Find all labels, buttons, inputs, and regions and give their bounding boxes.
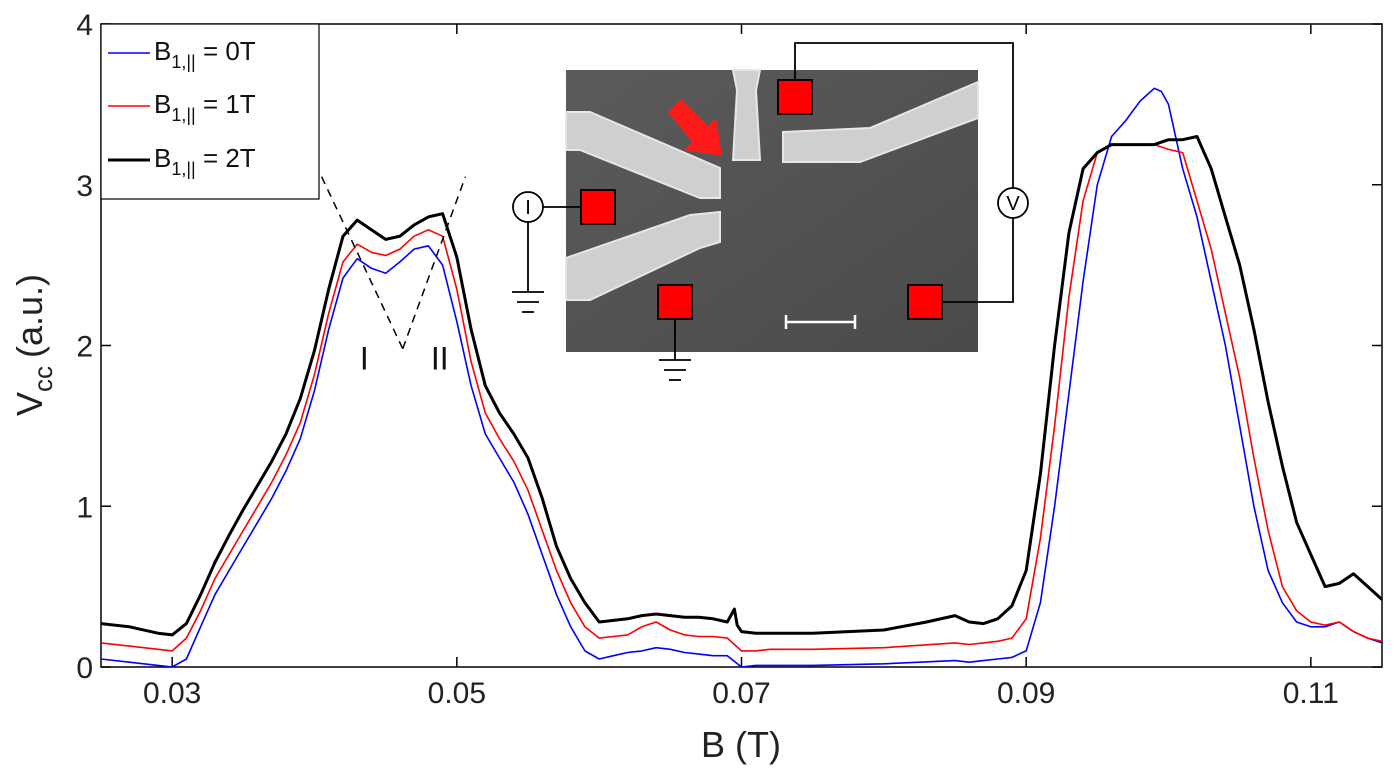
svg-text:B1,|| = 2T: B1,|| = 2T xyxy=(154,143,256,179)
sem-lead-upper-left xyxy=(565,111,721,199)
legend-label-rest-0: = 0T xyxy=(196,36,256,66)
svg-text:B1,|| = 1T: B1,|| = 1T xyxy=(154,89,256,125)
inset-sem-image: I V xyxy=(512,42,1029,381)
contact-pad-left xyxy=(580,189,616,225)
sem-lead-right xyxy=(782,80,979,163)
legend-label-main-1: B xyxy=(154,89,171,119)
x-tick-label: 0.03 xyxy=(143,677,201,710)
current-source-icon: I xyxy=(512,191,544,223)
peak-label-II: II xyxy=(431,341,449,377)
y-tick-label: 0 xyxy=(76,652,93,685)
series-line-0 xyxy=(101,87,1382,667)
y-axis-label-unit: (a.u.) xyxy=(9,274,50,358)
wire-voltage-bottom xyxy=(941,218,1014,303)
wire-voltage-top xyxy=(794,42,1014,188)
red-arrow-icon xyxy=(668,99,722,156)
dashed-v-annotation xyxy=(320,176,467,350)
y-axis-label-main: V xyxy=(9,392,50,416)
dashed-line-left xyxy=(320,176,404,350)
legend-label-rest-1: = 1T xyxy=(196,89,256,119)
svg-text:Vcc(a.u.): Vcc (a.u.) xyxy=(9,274,58,416)
x-tick-label: 0.07 xyxy=(712,677,770,710)
legend-label-rest-2: = 2T xyxy=(196,143,256,173)
legend: B1,|| = 0T B1,|| = 1T B1,|| = 2T xyxy=(100,23,320,200)
y-axis-ticks: 0 1 2 3 4 xyxy=(76,9,1382,685)
x-axis-ticks: 0.03 0.05 0.07 0.09 0.11 xyxy=(143,24,1339,710)
x-tick-label: 0.11 xyxy=(1283,677,1339,710)
voltmeter-label: V xyxy=(1006,193,1020,215)
legend-label-sub-2: 1,|| xyxy=(171,159,195,179)
sem-lead-lower-left xyxy=(565,210,721,301)
x-tick-label: 0.05 xyxy=(428,677,486,710)
current-source-label: I xyxy=(525,197,531,219)
contact-pad-bottom xyxy=(657,284,693,320)
legend-entry-0: B1,|| = 0T xyxy=(108,36,256,72)
legend-label-main-0: B xyxy=(154,36,171,66)
y-tick-label: 4 xyxy=(76,9,93,42)
ground-icon xyxy=(659,359,691,381)
y-tick-label: 2 xyxy=(76,331,93,364)
x-tick-label: 0.09 xyxy=(997,677,1055,710)
voltmeter-icon: V xyxy=(997,187,1029,219)
contact-pad-right xyxy=(907,284,943,320)
series-line-1 xyxy=(101,143,1382,652)
svg-text:B1,|| = 0T: B1,|| = 0T xyxy=(154,36,256,72)
y-tick-label: 3 xyxy=(76,170,93,203)
sem-lead-top-center xyxy=(731,69,762,161)
x-axis-label: B (T) xyxy=(701,724,781,765)
legend-entry-2: B1,|| = 2T xyxy=(108,143,256,179)
y-axis-label-sub: cc xyxy=(28,366,58,392)
series-layer xyxy=(101,87,1382,667)
legend-label-main-2: B xyxy=(154,143,171,173)
legend-label-sub-1: 1,|| xyxy=(171,105,195,125)
y-axis-label: Vcc (a.u.) xyxy=(9,274,58,416)
legend-entry-1: B1,|| = 1T xyxy=(108,89,256,125)
dashed-line-right xyxy=(402,176,467,349)
peak-label-I: I xyxy=(360,341,369,377)
ground-icon xyxy=(512,291,544,313)
legend-label-sub-0: 1,|| xyxy=(171,52,195,72)
y-tick-label: 1 xyxy=(76,491,93,524)
contact-pad-top xyxy=(777,79,813,115)
series-line-2 xyxy=(101,135,1382,637)
